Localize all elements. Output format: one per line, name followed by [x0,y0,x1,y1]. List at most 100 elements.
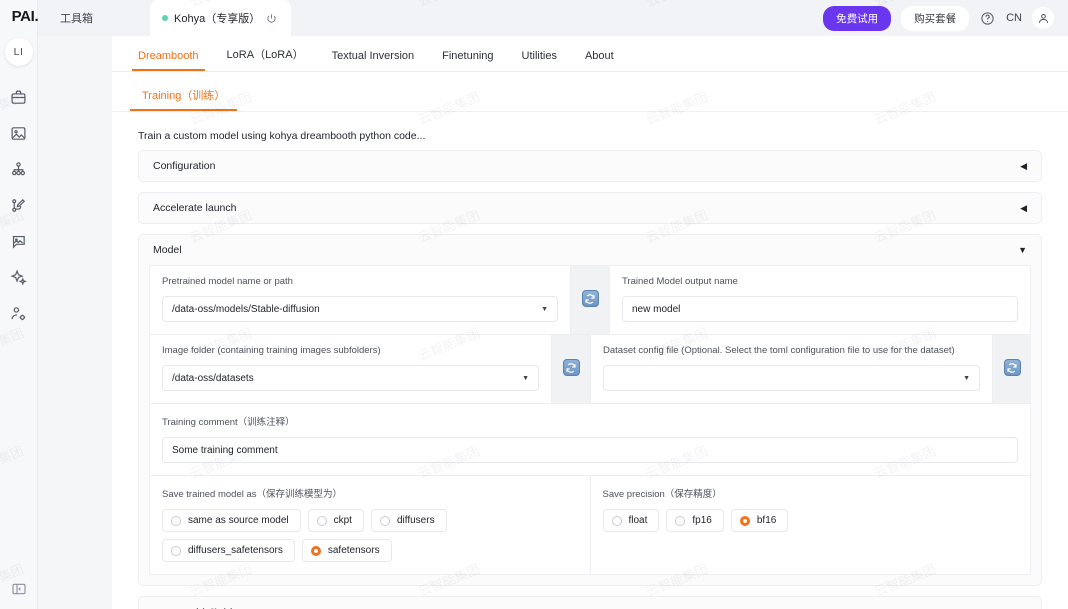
radio-label: same as source model [188,515,289,526]
chevron-down-icon[interactable]: ▼ [541,305,548,313]
section-model-title: Model [153,244,182,256]
chevron-left-icon[interactable]: ◀ [1020,202,1027,213]
help-circle-icon[interactable] [979,10,996,27]
topnav-toolbox[interactable]: 工具箱 [60,13,93,25]
tab-finetuning[interactable]: Finetuning [442,50,494,62]
radio-dot-selected [739,515,750,526]
power-icon[interactable] [266,13,277,24]
pretrained-model-field: Pretrained model name or path /data-oss/… [149,265,571,335]
refresh-icon[interactable] [581,290,599,307]
chevron-down-icon[interactable]: ▼ [1018,244,1027,255]
sparkle-icon[interactable] [10,268,28,286]
radio-label: diffusers [396,515,435,526]
message-image-icon[interactable] [10,232,28,250]
browser-tab-kohya[interactable]: Kohya（专享版） [150,0,291,36]
image-folder-value: /data-oss/datasets [172,372,254,384]
collapse-panel-icon[interactable] [0,581,38,597]
tab-about[interactable]: About [584,50,614,62]
pretrained-refresh-cell [571,265,609,335]
tab-dreambooth[interactable]: Dreambooth [124,50,213,71]
free-trial-button[interactable]: 免费试用 [823,5,892,31]
tab-status-dot [162,15,168,21]
refresh-icon[interactable] [562,359,580,376]
save-precision-options: float fp16 bf16 [602,509,1019,532]
save-as-label: Save trained model as（保存训练模型为） [162,489,343,500]
radio-dot [611,515,622,526]
section-model-body: Pretrained model name or path /data-oss/… [139,265,1041,585]
briefcase-icon[interactable] [10,88,28,106]
section-model-header[interactable]: Model ▼ [139,235,1041,265]
avatar[interactable]: LI [4,38,33,66]
radio-label: float [628,515,648,526]
section-folders-header[interactable]: Folders（文件夹） ◀ [139,597,1041,609]
radio-dot [316,515,327,526]
output-name-input[interactable]: new model [622,296,1018,322]
chevron-down-icon[interactable]: ▼ [963,374,970,382]
dataset-config-refresh-cell [993,335,1031,404]
save-as-group: Save trained model as（保存训练模型为） same as s… [150,476,591,574]
pretrained-model-label: Pretrained model name or path [162,276,293,287]
image-folder-select[interactable]: /data-oss/datasets ▼ [162,365,539,391]
content-scroll-area[interactable]: Train a custom model using kohya dreambo… [112,114,1068,609]
tab-lora[interactable]: LoRA（LoRA） [226,49,304,61]
left-sidebar: LI [0,0,38,609]
radio-ckpt[interactable]: ckpt [307,509,364,532]
pretrained-model-value: /data-oss/models/Stable-diffusion [172,303,320,315]
radio-diffusers[interactable]: diffusers [370,509,447,532]
language-selector[interactable]: CN [1006,12,1022,24]
save-precision-label: Save precision（保存精度） [602,489,722,500]
radio-fp16[interactable]: fp16 [666,509,724,532]
nodes-icon[interactable] [10,160,28,178]
chevron-left-icon[interactable]: ◀ [1020,160,1027,171]
dataset-config-label: Dataset config file (Optional. Select th… [603,345,955,356]
radio-same-as-source-model[interactable]: same as source model [162,509,301,532]
radio-dot [675,515,686,526]
dataset-config-select[interactable]: ▼ [603,365,980,391]
radio-dot-selected [310,545,321,556]
training-comment-label: Training comment（训练注释） [162,417,295,428]
section-configuration[interactable]: Configuration ◀ [138,150,1042,182]
section-accelerate-launch-title: Accelerate launch [153,202,237,214]
secondary-tabs: Training（训练） [112,72,1068,112]
output-name-label: Trained Model output name [622,276,738,287]
main-panel: Dreambooth LoRA（LoRA） Textual Inversion … [112,36,1068,609]
top-bar: 工具箱 Kohya（专享版） 免费试用 购买套餐 CN [38,0,1068,36]
radio-label: safetensors [327,545,380,556]
refresh-icon[interactable] [1003,359,1021,376]
radio-label: ckpt [333,515,352,526]
tab-title: Kohya（专享版） [174,13,261,25]
model-row-2: Image folder (containing training images… [149,335,1031,404]
section-accelerate-launch[interactable]: Accelerate launch ◀ [138,192,1042,224]
subtab-training[interactable]: Training（训练） [130,87,238,111]
save-precision-group: Save precision（保存精度） float fp16 [591,476,1031,574]
radio-diffusers-safetensors[interactable]: diffusers_safetensors [162,539,295,562]
output-name-value: new model [632,303,681,315]
dataset-config-field: Dataset config file (Optional. Select th… [590,335,993,404]
section-configuration-header[interactable]: Configuration ◀ [139,151,1041,181]
brand-logo: PAI. [11,8,39,25]
tab-utilities[interactable]: Utilities [521,50,557,62]
buy-plan-button[interactable]: 购买套餐 [901,5,970,31]
tab-textual-inversion[interactable]: Textual Inversion [331,50,415,62]
chevron-down-icon[interactable]: ▼ [522,374,529,382]
training-comment-field: Training comment（训练注释） Some training com… [149,404,1031,476]
radio-float[interactable]: float [602,509,660,532]
radio-dot [379,515,390,526]
image-icon[interactable] [10,124,28,142]
radio-bf16[interactable]: bf16 [730,509,789,532]
radio-label: bf16 [756,515,777,526]
image-folder-field: Image folder (containing training images… [149,335,552,404]
branch-edit-icon[interactable] [10,196,28,214]
radio-label: diffusers_safetensors [188,545,283,556]
radio-label: fp16 [692,515,712,526]
section-folders[interactable]: Folders（文件夹） ◀ [138,596,1042,609]
training-comment-input[interactable]: Some training comment [162,437,1018,463]
radio-safetensors[interactable]: safetensors [301,539,392,562]
training-comment-value: Some training comment [172,444,278,456]
primary-tabs: Dreambooth LoRA（LoRA） Textual Inversion … [112,36,1068,72]
account-avatar-button[interactable] [1032,7,1054,29]
pretrained-model-select[interactable]: /data-oss/models/Stable-diffusion ▼ [162,296,558,322]
user-settings-icon[interactable] [10,304,28,322]
radio-dot [171,545,181,556]
section-accelerate-launch-header[interactable]: Accelerate launch ◀ [139,193,1041,223]
